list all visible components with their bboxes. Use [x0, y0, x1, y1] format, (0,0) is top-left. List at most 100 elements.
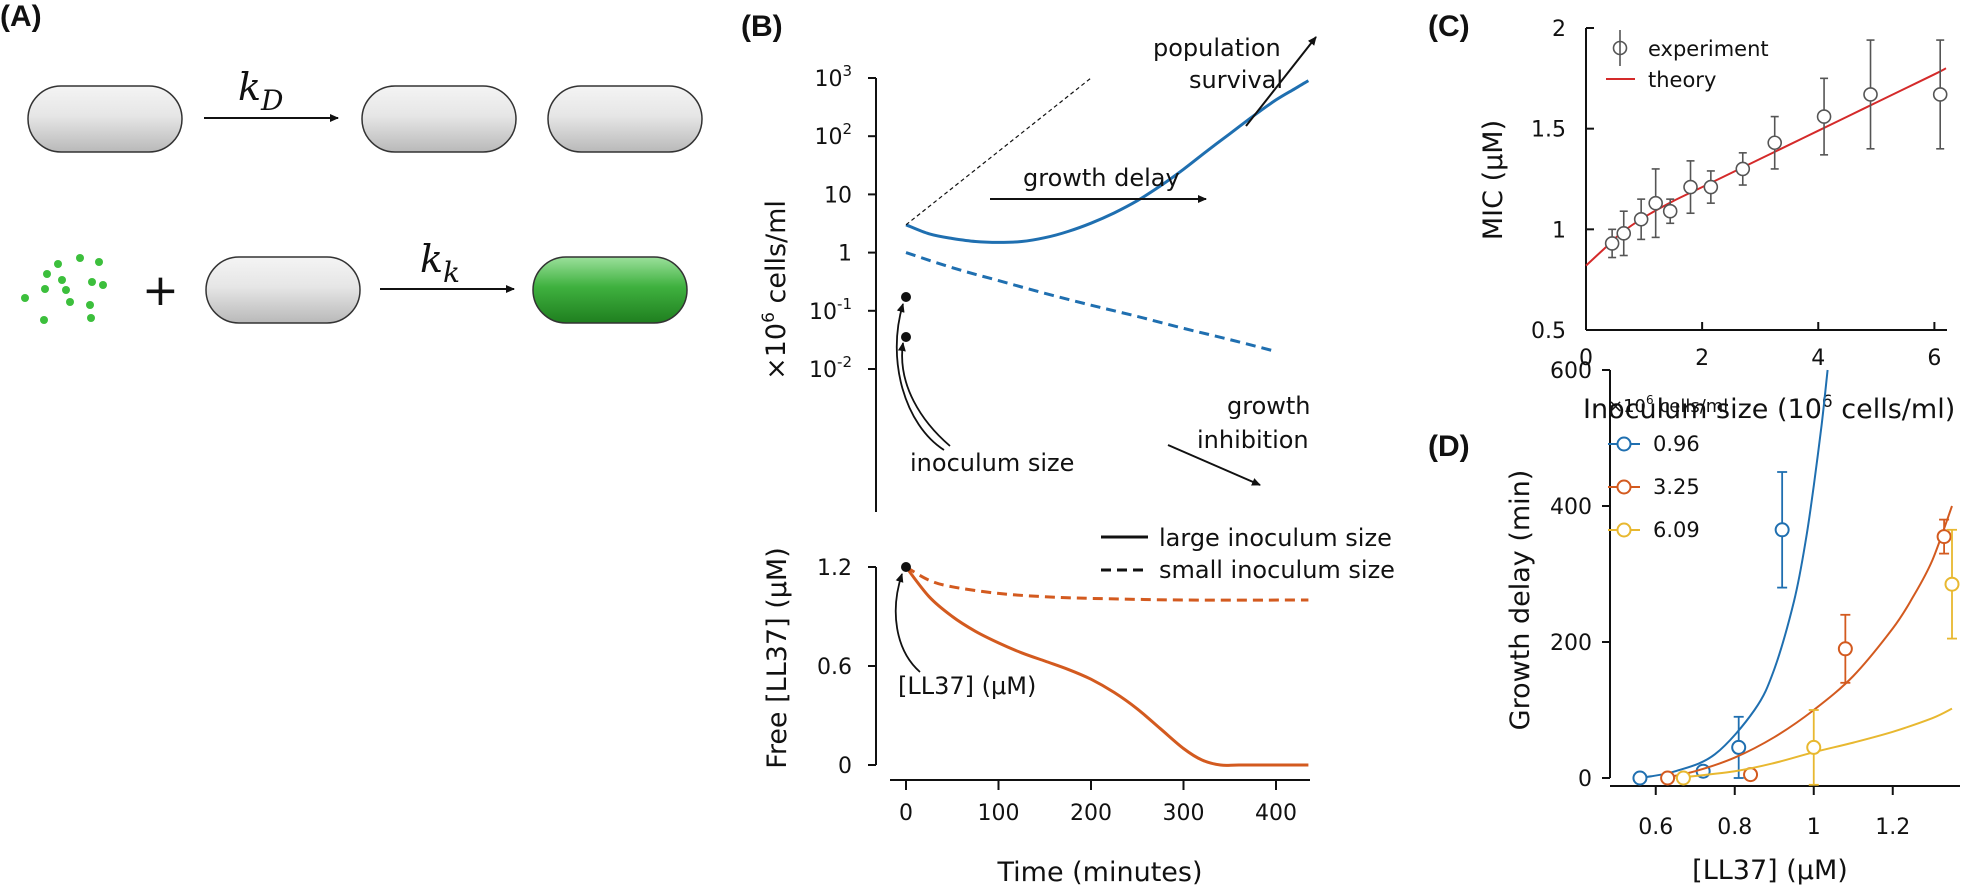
b-top-series	[905, 77, 1310, 353]
d-point-6.09	[1944, 576, 1960, 592]
b-bot-x-tick-label: 300	[1163, 801, 1205, 826]
d-x-tick-label: 1	[1807, 815, 1821, 840]
panel-a: kD + kk	[21, 65, 703, 324]
annotation-growth-delay: growth delay	[1023, 164, 1180, 192]
b-bot-y-axis-label: Free [LL37] (μM)	[762, 547, 793, 769]
survival-arrow	[1245, 36, 1317, 127]
annotation-population: population	[1153, 34, 1281, 62]
c-theory-line	[1585, 67, 1947, 267]
d-legend-marker-0.96	[1616, 436, 1632, 452]
d-plot	[1632, 369, 1960, 786]
inoculum-arrow-large	[895, 303, 945, 451]
c-y-tick-label: 0.5	[1531, 319, 1566, 344]
panel-c: 0 2 4 6 0.5 1 1.5 2 Inoculum size (106 cells/ml…	[1478, 17, 1955, 425]
d-legend-title: ×106 cells/ml	[1608, 393, 1728, 417]
d-point-3.25	[1837, 641, 1853, 657]
b-bot-y-tick-label: 0.6	[817, 655, 852, 680]
b-top-series-line-dotted	[905, 77, 1092, 226]
b-top-series-line-dashed	[905, 251, 1277, 353]
d-y-tick-label: 200	[1550, 631, 1592, 656]
d-point-6.09	[1806, 739, 1822, 755]
c-x-tick-label: 2	[1695, 346, 1709, 371]
c-experiment-point	[1616, 226, 1632, 241]
annotation-inoculum-size: inoculum size	[910, 449, 1074, 477]
b-bot-y-ticks: 0 0.6 1.2	[817, 556, 876, 779]
c-experiment-point	[1735, 161, 1751, 177]
panel-label-d: (D)	[1428, 430, 1470, 463]
bacterium-daughter-2	[547, 85, 703, 153]
d-legend-marker-3.25	[1616, 479, 1632, 495]
d-x-axis-label: [LL37] (μM)	[1692, 855, 1848, 886]
c-experiment-point	[1648, 195, 1663, 211]
legend-small-inoculum: small inoculum size	[1159, 556, 1395, 584]
ll37-arrow	[894, 573, 921, 673]
killing-rate-label: kk	[420, 237, 460, 289]
b-top-y-tick-label: 103	[814, 62, 852, 92]
legend-experiment-label: experiment	[1648, 37, 1769, 61]
d-point-0.96	[1774, 522, 1790, 538]
growth-inhibition-arrow	[1167, 444, 1261, 486]
b-bot-x-tick-label: 400	[1255, 801, 1297, 826]
bacterium-killed	[532, 256, 688, 324]
b-top-y-tick-label: 10	[824, 183, 852, 208]
legend-large-inoculum: large inoculum size	[1159, 524, 1392, 552]
d-curve-0.96	[1639, 369, 1829, 779]
b-bot-y-tick-label: 1.2	[817, 556, 852, 581]
b-top-y-tick-label: 10-2	[809, 353, 852, 383]
inoculum-point-large	[901, 292, 911, 302]
panel-label-a: (A)	[0, 0, 42, 33]
d-point-0.96	[1731, 739, 1747, 755]
c-experiment-point	[1816, 109, 1832, 124]
d-legend-label-3.25: 3.25	[1653, 475, 1700, 499]
b-bot-x-axis-label: Time (minutes)	[996, 857, 1202, 887]
c-experiment-point	[1767, 135, 1783, 151]
b-top-series-line-solid	[905, 79, 1310, 244]
b-bot-x-tick-label: 0	[899, 801, 913, 826]
d-x-tick-label: 0.8	[1717, 815, 1752, 840]
panel-label-b: (B)	[741, 10, 783, 43]
c-experiment-point	[1863, 87, 1878, 102]
peptide-dots	[21, 254, 107, 324]
division-rate-label: kD	[238, 65, 283, 117]
d-x-tick-label: 1.2	[1875, 815, 1910, 840]
d-curve-6.09	[1675, 707, 1953, 779]
d-point-3.25	[1936, 529, 1952, 545]
panel-d: 0.6 0.8 1 1.2 0 200 400 600 [LL37] (μM) Growth …	[1505, 359, 1960, 886]
c-ticks: 0 2 4 6 0.5 1 1.5 2	[1531, 17, 1941, 371]
d-legend-label-0.96: 0.96	[1653, 432, 1700, 456]
panel-label-c: (C)	[1428, 10, 1470, 43]
b-bot-series-line-solid	[904, 566, 1309, 767]
d-point-6.09	[1675, 770, 1691, 786]
d-legend-marker-6.09	[1616, 522, 1632, 538]
c-plot	[1585, 39, 1948, 267]
d-y-tick-label: 0	[1578, 767, 1592, 792]
b-top-y-tick-label: 102	[814, 120, 852, 150]
d-legend: 0.96 3.25 6.09	[1608, 432, 1700, 542]
ll37-start-point	[901, 562, 911, 572]
panel-b-bottom: 0 0.6 1.2 0 100 200 300 400 Time (minutes) Fre…	[762, 524, 1395, 887]
d-ticks: 0.6 0.8 1 1.2 0 200 400 600	[1550, 359, 1910, 840]
annotation-ll37: [LL37] (μM)	[898, 672, 1036, 700]
c-x-axis-label: Inoculum size (106 cells/ml)	[1583, 392, 1955, 425]
c-y-tick-label: 2	[1552, 17, 1566, 42]
c-x-tick-label: 4	[1811, 346, 1825, 371]
c-experiment-point	[1662, 203, 1678, 219]
c-experiment-point	[1932, 87, 1948, 102]
d-legend-label-6.09: 6.09	[1653, 518, 1700, 542]
c-experiment-point	[1633, 211, 1649, 227]
bacterium-parent	[27, 85, 183, 153]
bacterium-target	[205, 256, 361, 324]
d-y-tick-label: 400	[1550, 495, 1592, 520]
d-curve-3.25	[1663, 505, 1953, 779]
annotation-survival: survival	[1189, 66, 1283, 94]
inoculum-arrow-small	[897, 342, 951, 447]
d-point-0.96	[1632, 770, 1648, 786]
c-y-tick-label: 1.5	[1531, 118, 1566, 143]
c-y-axis-label: MIC (μM)	[1478, 120, 1509, 240]
bacterium-daughter-1	[361, 85, 517, 153]
c-x-tick-label: 0	[1579, 346, 1593, 371]
d-x-tick-label: 0.6	[1638, 815, 1673, 840]
d-point-3.25	[1660, 770, 1676, 786]
legend-theory-label: theory	[1648, 68, 1716, 92]
